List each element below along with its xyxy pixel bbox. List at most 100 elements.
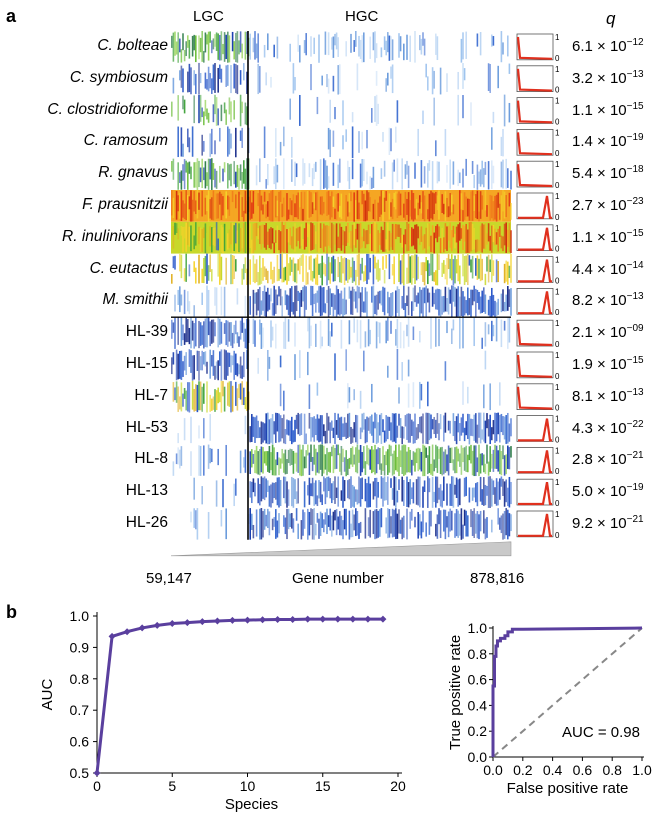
auc-point	[93, 769, 101, 777]
roc-chance-diagonal	[492, 627, 643, 758]
mini-distribution-curve	[518, 513, 552, 537]
mini-distribution-plot: 10	[516, 128, 560, 158]
mini-axis-bottom: 0	[555, 404, 560, 413]
auc-point	[244, 616, 251, 624]
q-value: 4.4 × 10−14	[572, 260, 644, 278]
species-label: HL-7	[134, 386, 168, 404]
auc-x-tick-label: 15	[315, 778, 331, 794]
mini-distribution-plot: 10	[516, 351, 560, 381]
mini-axis-top: 1	[555, 192, 560, 201]
roc-y-tick-label: 0.0	[468, 749, 488, 765]
mini-axis-bottom: 0	[555, 117, 560, 126]
q-times: × 10	[592, 101, 627, 119]
q-times: × 10	[592, 514, 627, 532]
roc-x-tick-label: 1.0	[632, 762, 652, 778]
q-mantissa: 1.4	[572, 133, 593, 151]
mini-axis-top: 1	[555, 510, 560, 519]
mini-axis-top: 1	[555, 415, 560, 424]
q-exponent: −13	[626, 386, 644, 398]
auc-x-label: Species	[225, 796, 278, 813]
auc-point	[334, 615, 342, 623]
q-mantissa: 8.1	[572, 387, 593, 405]
mini-axis-bottom: 0	[555, 245, 560, 254]
q-exponent: −23	[626, 195, 644, 207]
q-exponent: −21	[626, 450, 644, 462]
species-label: HL-53	[125, 418, 168, 436]
auc-point	[198, 618, 206, 626]
auc-y-tick-label: 0.7	[70, 702, 90, 718]
auc-y-tick-label: 0.5	[70, 765, 90, 781]
q-times: × 10	[592, 165, 627, 183]
mini-axis-top: 1	[555, 128, 560, 137]
q-exponent: −19	[626, 132, 644, 144]
species-label: C. ramosum	[83, 132, 168, 150]
hgc-label: HGC	[345, 8, 379, 25]
roc-curve	[491, 626, 643, 757]
q-times: × 10	[592, 37, 627, 55]
mini-axis-bottom: 0	[555, 54, 560, 63]
mini-axis-bottom: 0	[555, 149, 560, 158]
q-mantissa: 1.1	[572, 101, 593, 119]
q-value: 5.4 × 10−18	[572, 164, 644, 182]
roc-x-tick-label: 0.2	[513, 762, 533, 778]
q-value: 1.1 × 10−15	[572, 228, 644, 246]
mini-axis-top: 1	[555, 256, 560, 265]
mini-distribution-curve	[516, 100, 553, 124]
gene-number-wedge	[170, 541, 512, 557]
q-value: 2.7 × 10−23	[572, 196, 644, 214]
roc-y-tick-label: 1.0	[468, 620, 488, 636]
species-label: F. prausnitzii	[82, 195, 168, 213]
mini-distribution-curve	[518, 259, 552, 283]
q-times: × 10	[592, 483, 627, 501]
q-mantissa: 5.4	[572, 165, 593, 183]
q-value: 9.2 × 10−21	[572, 514, 644, 532]
mini-distribution-curve	[516, 132, 553, 156]
mini-axis-bottom: 0	[555, 86, 560, 95]
roc-x-tick-label: 0.0	[483, 762, 503, 778]
q-value: 6.1 × 10−12	[572, 37, 644, 55]
roc-y-tick-label: 0.6	[468, 672, 488, 688]
q-mantissa: 3.2	[572, 69, 593, 87]
q-exponent: −15	[626, 100, 644, 112]
species-label: C. symbiosum	[69, 68, 168, 86]
q-times: × 10	[592, 133, 627, 151]
mini-distribution-plot: 10	[516, 65, 560, 95]
mini-distribution-plot: 10	[516, 383, 560, 413]
mini-axis-top: 1	[555, 97, 560, 106]
q-times: × 10	[592, 260, 627, 278]
q-mantissa: 4.4	[572, 260, 593, 278]
mini-axis-bottom: 0	[555, 181, 560, 190]
mini-distribution-plot: 10	[516, 224, 560, 254]
species-label: C. eutactus	[89, 259, 168, 277]
q-value: 3.2 × 10−13	[572, 69, 644, 87]
species-label: M. smithii	[102, 291, 168, 309]
auc-y-label: AUC	[39, 678, 56, 710]
auc-y-tick-label: 0.6	[70, 734, 90, 750]
q-times: × 10	[592, 419, 627, 437]
mini-axis-bottom: 0	[555, 276, 560, 285]
mini-distribution-plot: 10	[516, 415, 560, 444]
roc-x-tick-label: 0.6	[573, 762, 593, 778]
auc-point	[379, 615, 387, 623]
gene-number-label: Gene number	[292, 570, 384, 587]
q-mantissa: 6.1	[572, 37, 593, 55]
panel-a-letter: a	[6, 6, 17, 26]
q-times: × 10	[592, 196, 627, 214]
species-label: C. clostridioforme	[47, 100, 168, 118]
mini-distribution-curve	[516, 354, 553, 378]
q-value: 1.1 × 10−15	[572, 101, 644, 119]
roc-y-label: True positive rate	[447, 635, 464, 750]
q-exponent: −15	[626, 354, 644, 366]
q-value-column: 6.1 × 10−12 3.2 × 10−13 1.1 × 10−15 1.4 × 1…	[572, 37, 644, 532]
auc-point	[274, 615, 282, 623]
species-label: C. bolteae	[97, 36, 168, 54]
mini-distribution-curve	[516, 386, 553, 410]
mini-axis-bottom: 0	[555, 213, 560, 222]
heatmap-stripes	[171, 31, 512, 540]
mini-axis-top: 1	[555, 351, 560, 360]
q-value: 5.0 × 10−19	[572, 482, 644, 500]
mini-axis-bottom: 0	[555, 499, 560, 508]
mini-distribution-plot: 10	[516, 33, 560, 63]
mini-distribution-curve	[518, 418, 552, 442]
mini-axis-top: 1	[555, 478, 560, 487]
